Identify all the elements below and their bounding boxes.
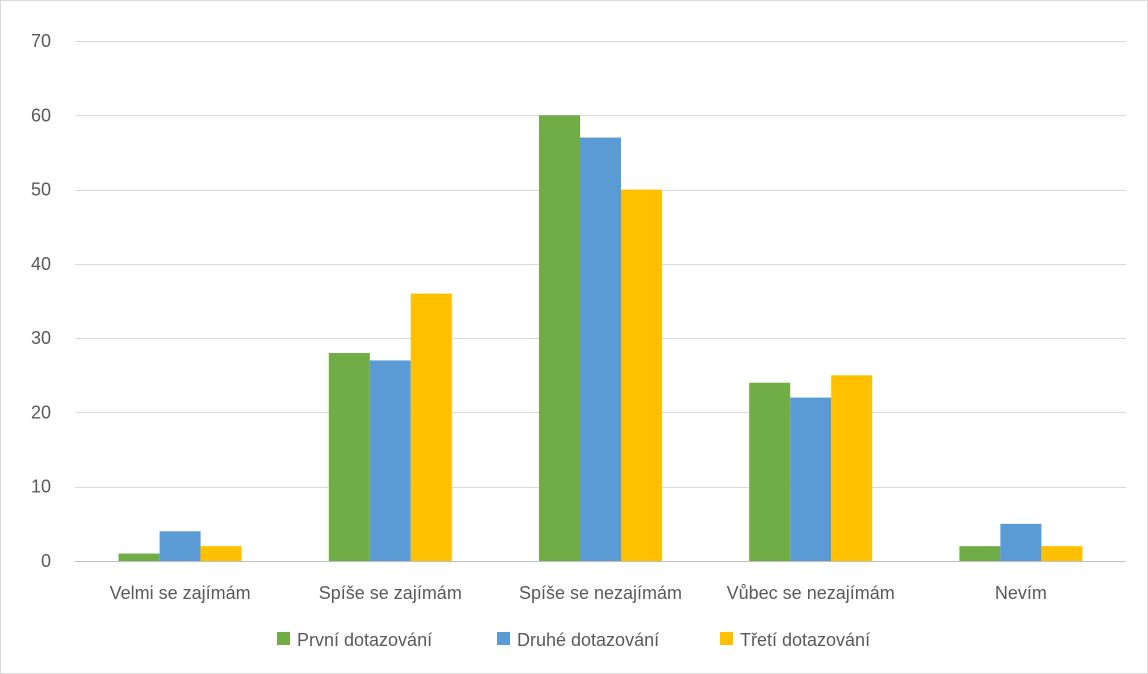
bar	[539, 115, 580, 562]
y-tick-label: 60	[31, 105, 51, 125]
y-tick-label: 30	[31, 328, 51, 348]
legend-label: První dotazování	[297, 630, 432, 650]
bars	[118, 115, 1083, 562]
bar	[159, 531, 201, 561]
x-category-label: Spíše se zajímám	[319, 583, 462, 603]
x-category-label: Velmi se zajímám	[110, 583, 251, 603]
y-tick-label: 70	[31, 31, 51, 51]
bar	[369, 360, 411, 561]
bar	[1041, 546, 1083, 561]
bar	[410, 293, 452, 561]
bar	[749, 382, 791, 561]
y-tick-label: 20	[31, 402, 51, 422]
bar	[831, 375, 873, 561]
legend-swatch	[497, 632, 510, 645]
x-axis-categories: Velmi se zajímám Spíše se zajímám Spíše se…	[110, 583, 1047, 603]
y-tick-label: 10	[31, 477, 51, 497]
bar	[200, 546, 242, 561]
y-tick-label: 0	[41, 551, 51, 571]
x-category-label: Spíše se nezajímám	[519, 583, 682, 603]
legend-swatch	[720, 632, 733, 645]
y-tick-label: 40	[31, 254, 51, 274]
y-axis-ticks: 0 10 20 30 40 50 60 70	[31, 31, 51, 571]
legend-label: Třetí dotazování	[740, 630, 870, 650]
bar	[1000, 523, 1042, 561]
bar	[790, 397, 832, 561]
x-category-label: Nevím	[995, 583, 1047, 603]
legend-swatch	[277, 632, 290, 645]
bar	[621, 189, 662, 562]
bar	[959, 546, 1001, 561]
y-tick-label: 50	[31, 180, 51, 200]
bar	[328, 353, 370, 561]
legend-label: Druhé dotazování	[517, 630, 659, 650]
x-category-label: Vůbec se nezajímám	[727, 583, 895, 603]
legend: První dotazování Druhé dotazování Třetí do…	[277, 630, 870, 650]
bar	[118, 553, 160, 561]
bar	[580, 137, 621, 562]
